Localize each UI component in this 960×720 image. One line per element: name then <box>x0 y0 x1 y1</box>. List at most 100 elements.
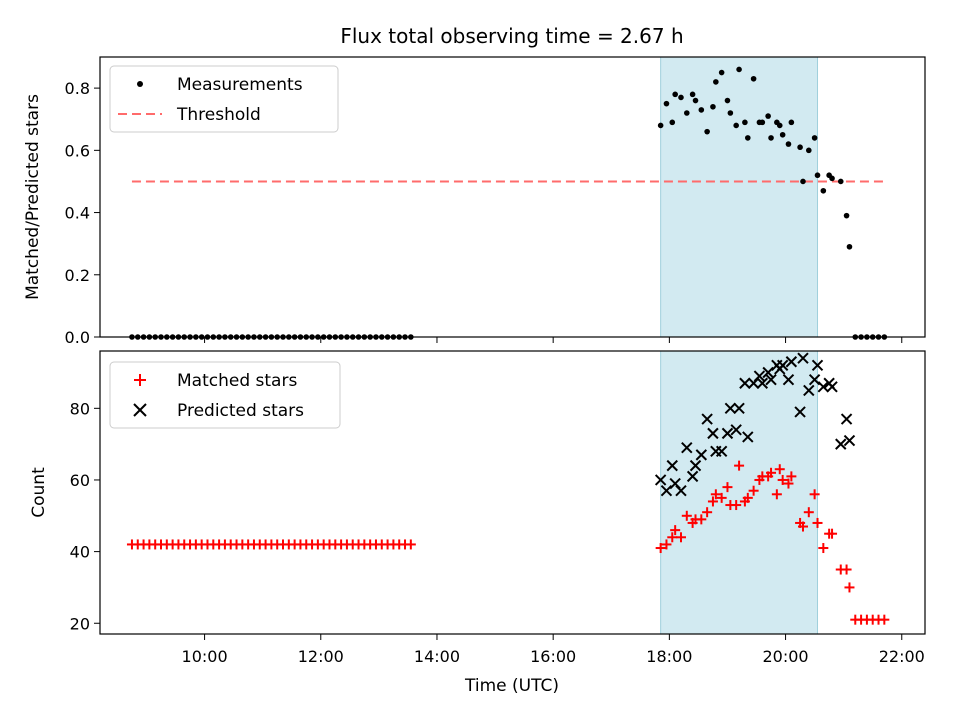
x-tick-label: 22:00 <box>879 647 925 666</box>
x-tick-label: 10:00 <box>182 647 228 666</box>
predicted-star-point <box>803 384 815 397</box>
predicted-star-point <box>715 445 728 458</box>
matched-star-point <box>827 528 838 539</box>
predicted-star-point <box>826 381 838 393</box>
y-ticks-bottom: 20 40 60 80 <box>70 399 100 633</box>
x-ticks-bottom: 10:00 12:00 14:00 16:00 18:00 20:00 22:00 <box>182 634 925 666</box>
legend-threshold-label: Threshold <box>176 105 261 125</box>
measurement-point <box>846 243 853 250</box>
matched-star-point <box>661 539 672 550</box>
measurement-point <box>843 212 850 219</box>
matched-star-point <box>710 489 721 500</box>
y-tick-label: 60 <box>70 471 90 490</box>
legend-matched-label: Matched stars <box>177 371 297 391</box>
matched-star-point <box>734 460 745 471</box>
predicted-star-point <box>730 424 742 436</box>
matched-star-point <box>783 478 794 489</box>
measurement-point <box>727 110 734 116</box>
predicted-star-point <box>843 434 856 447</box>
y-tick-label: 0.6 <box>65 141 90 160</box>
predicted-star-point <box>724 402 737 415</box>
y-tick-label: 20 <box>70 614 90 633</box>
matched-star-point <box>696 514 707 525</box>
legend-measurements-marker <box>137 81 143 87</box>
matched-star-point <box>681 510 692 521</box>
measurement-point <box>710 103 716 110</box>
x-ticks-top <box>204 337 903 343</box>
matched-star-point <box>818 543 829 554</box>
legend-predicted-marker <box>133 403 147 417</box>
matched-star-point <box>405 539 416 550</box>
matched-star-point <box>722 482 733 493</box>
measurement-point <box>759 119 766 126</box>
matched-star-point <box>667 532 678 543</box>
measurement-point <box>704 128 710 135</box>
measurement-point <box>814 172 821 179</box>
x-tick-label: 14:00 <box>414 647 460 666</box>
predicted-star-point <box>762 366 774 379</box>
predicted-star-point <box>811 359 824 372</box>
measurement-point <box>768 135 774 141</box>
legend-matched-marker <box>134 374 146 386</box>
matched-star-point <box>879 614 890 625</box>
predicted-star-point <box>739 377 751 389</box>
measurement-point <box>829 175 835 182</box>
predicted-star-points <box>654 352 856 497</box>
matched-star-point <box>716 492 727 503</box>
measurement-point <box>736 66 742 73</box>
matched-star-point <box>655 543 666 554</box>
matched-star-point <box>774 464 785 475</box>
measurement-point <box>742 119 748 126</box>
predicted-star-point <box>808 373 821 386</box>
predicted-star-point <box>782 373 795 386</box>
legend-top: Measurements Threshold <box>109 65 339 133</box>
measurement-point <box>806 147 812 154</box>
matched-star-point <box>841 564 852 575</box>
predicted-star-point <box>721 427 734 440</box>
matched-star-point <box>771 489 782 500</box>
measurement-point <box>733 122 739 129</box>
predicted-star-point <box>707 427 719 440</box>
matched-star-point <box>786 471 797 482</box>
matched-star-point <box>777 474 788 485</box>
predicted-star-point <box>733 402 745 415</box>
predicted-star-point <box>654 474 667 486</box>
predicted-star-point <box>835 438 847 450</box>
measurement-point <box>776 122 783 129</box>
predicted-star-point <box>794 406 806 418</box>
axes-frame-top <box>99 56 926 338</box>
measurement-point <box>765 113 771 119</box>
predicted-star-point <box>666 459 678 472</box>
predicted-star-point <box>776 359 789 372</box>
shaded-interval-bottom <box>660 350 819 635</box>
measurement-point <box>672 91 678 98</box>
shaded-interval <box>660 56 819 338</box>
ratio-panel: 0.00.20.40.60.8 Matched/Predicted stars … <box>23 56 926 347</box>
y-ticks-top: 0.0 0.2 0.4 0.6 0.8 <box>65 79 100 347</box>
measurement-point <box>724 97 731 104</box>
predicted-star-point <box>840 413 853 425</box>
predicted-star-point <box>701 413 713 425</box>
predicted-star-point <box>695 449 708 461</box>
legend-bottom: Matched stars Predicted stars <box>109 361 341 429</box>
measurement-point <box>800 178 806 185</box>
measurement-point <box>692 97 699 104</box>
matched-star-point <box>766 467 777 478</box>
matched-star-point <box>675 532 686 543</box>
y-axis-label-bottom: Count <box>29 467 49 518</box>
y-tick-label: 0.4 <box>65 204 90 223</box>
matched-star-point <box>803 507 814 518</box>
measurement-point <box>750 75 757 82</box>
y-tick-label: 0.0 <box>65 328 90 347</box>
axes-frame-bottom <box>99 350 926 635</box>
measurement-point <box>718 69 725 76</box>
matched-star-point <box>844 582 855 593</box>
measurement-point <box>683 110 690 116</box>
predicted-star-point <box>681 442 693 454</box>
y-tick-label: 0.2 <box>65 266 90 285</box>
predicted-star-point <box>660 485 673 497</box>
measurement-point <box>657 122 664 129</box>
matched-star-point <box>809 489 820 500</box>
matched-star-point <box>731 500 742 511</box>
